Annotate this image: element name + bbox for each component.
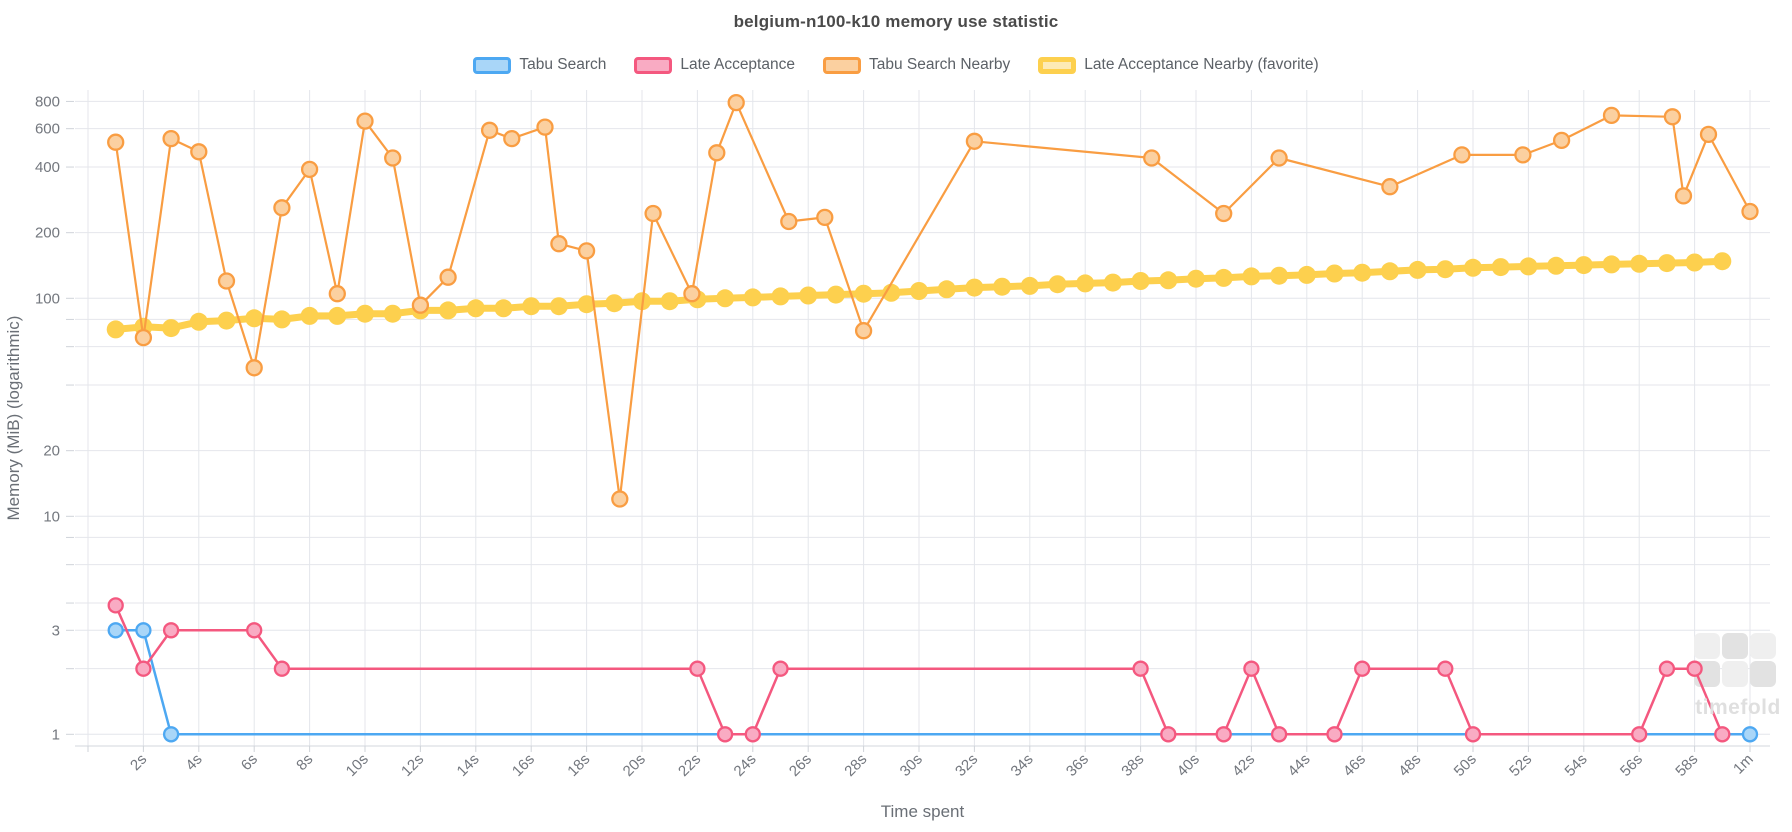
svg-text:200: 200 [35,225,60,242]
svg-text:52s: 52s [1506,751,1535,780]
svg-text:2s: 2s [127,751,150,774]
legend-swatch-icon [473,56,512,74]
series-tabu-search-nearby[interactable] [107,93,1759,508]
legend-item-tabu-search[interactable]: Tabu Search [473,56,606,74]
svg-text:36s: 36s [1063,751,1092,780]
series-line [114,604,1724,736]
legend-swatch-icon [634,56,673,74]
svg-text:1: 1 [52,726,60,743]
svg-text:26s: 26s [786,751,815,780]
svg-text:34s: 34s [1008,751,1037,780]
legend-item-late-acceptance-nearby[interactable]: Late Acceptance Nearby (favorite) [1038,56,1319,74]
series-markers [107,622,1759,743]
svg-text:22s: 22s [675,751,704,780]
svg-text:30s: 30s [897,751,926,780]
svg-text:6s: 6s [238,751,261,774]
svg-text:58s: 58s [1672,751,1701,780]
series-line [115,629,1750,736]
svg-text:54s: 54s [1562,751,1591,780]
legend-swatch-icon [822,56,861,74]
svg-text:600: 600 [35,121,60,138]
svg-text:16s: 16s [509,751,538,780]
legend-swatch-icon [1038,56,1077,74]
legend-label: Tabu Search [519,56,607,73]
svg-text:1m: 1m [1730,751,1757,778]
svg-text:3: 3 [52,622,60,639]
y-axis-title: Memory (MiB) (logarithmic) [4,315,23,521]
series-tabu-search[interactable] [107,622,1759,743]
legend-item-late-acceptance[interactable]: Late Acceptance [634,56,795,74]
legend-label: Late Acceptance Nearby (favorite) [1084,56,1319,73]
series-late-acceptance[interactable] [107,597,1731,743]
svg-text:4s: 4s [182,751,205,774]
timefold-watermark-icon [1694,633,1776,687]
y-gridlines [75,100,1770,735]
svg-text:18s: 18s [564,751,593,780]
svg-text:28s: 28s [841,751,870,780]
x-axis-title: Time spent [880,802,965,821]
watermark-text: timefold [1695,696,1781,719]
chart-title: belgium-n100-k10 memory use statistic [733,12,1059,31]
legend-item-tabu-search-nearby[interactable]: Tabu Search Nearby [822,56,1011,74]
svg-text:10s: 10s [343,751,372,780]
svg-text:46s: 46s [1340,751,1369,780]
svg-text:32s: 32s [952,751,981,780]
legend-label: Late Acceptance [680,56,795,73]
svg-text:14s: 14s [454,751,483,780]
legend: Tabu Search Late Acceptance Tabu Search … [0,56,1792,74]
svg-text:10: 10 [43,508,60,525]
svg-text:800: 800 [35,93,60,110]
y-tick-labels: 800 600 400 200 100 20 10 3 1 [35,93,60,743]
svg-text:100: 100 [35,290,60,307]
axis-ticks [66,100,1751,752]
series-markers [107,597,1731,743]
svg-text:12s: 12s [398,751,427,780]
svg-text:400: 400 [35,159,60,176]
x-gridlines [87,90,1751,746]
svg-text:24s: 24s [731,751,760,780]
svg-text:8s: 8s [293,751,316,774]
svg-text:40s: 40s [1174,751,1203,780]
svg-text:20: 20 [43,443,60,460]
svg-text:38s: 38s [1118,751,1147,780]
series-markers [107,93,1759,508]
svg-text:44s: 44s [1285,751,1314,780]
legend-label: Tabu Search Nearby [868,56,1011,73]
series-line [114,101,1751,501]
svg-text:48s: 48s [1395,751,1424,780]
svg-text:42s: 42s [1229,751,1258,780]
svg-text:50s: 50s [1451,751,1480,780]
svg-text:56s: 56s [1617,751,1646,780]
x-tick-labels: 2s 4s 6s 8s 10s 12s 14s 16s 18s 20s 22s 24s 26s 28s 30… [127,751,1757,780]
svg-text:20s: 20s [620,751,649,780]
